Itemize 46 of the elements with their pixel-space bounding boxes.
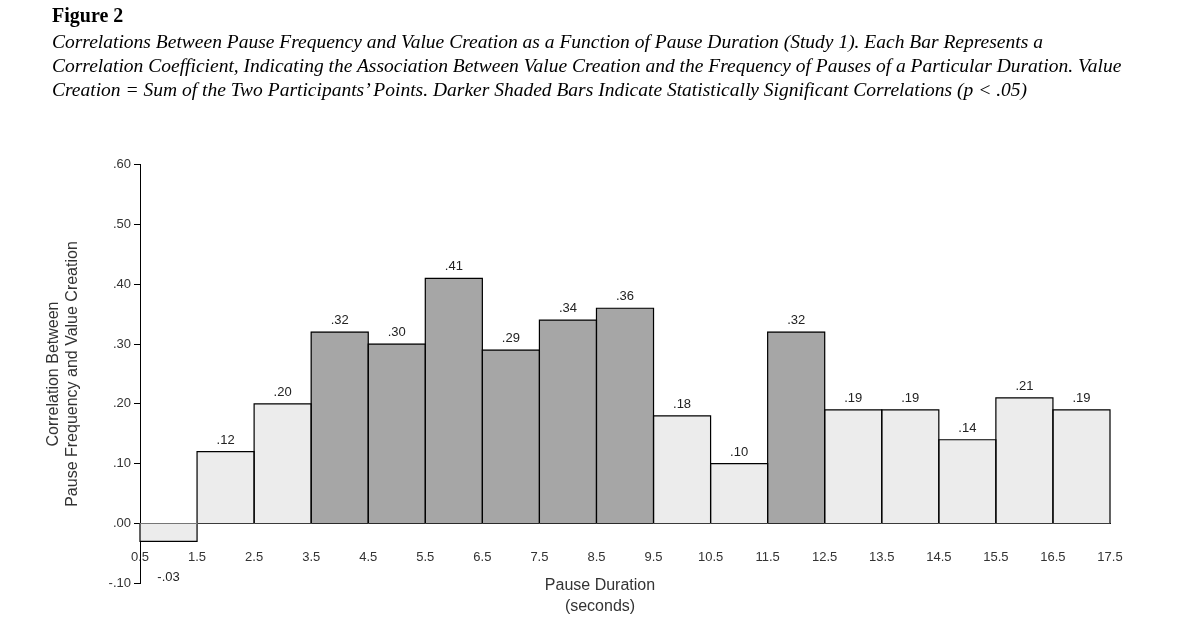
x-axis-title: Pause Duration (seconds) [544, 576, 656, 614]
data-label: .32 [330, 312, 349, 328]
data-label: .36 [615, 288, 635, 304]
data-label: .34 [558, 300, 577, 316]
y-tick-label: .20 [112, 395, 131, 411]
data-label: .12 [216, 431, 235, 447]
x-tick-label: 4.5 [359, 548, 378, 564]
x-tick-label: 12.5 [812, 548, 838, 564]
data-label: .19 [844, 389, 863, 405]
data-label: .20 [273, 383, 292, 399]
x-tick-label: 17.5 [1097, 548, 1123, 564]
x-tick-label: 9.5 [644, 548, 663, 564]
y-tick-label: .40 [112, 275, 131, 291]
x-tick-label: 16.5 [1040, 548, 1066, 564]
y-tick-label: .60 [112, 156, 131, 172]
data-label: .29 [501, 330, 520, 346]
chart-title: Figure 2 [52, 4, 124, 27]
data-label: .10 [730, 443, 749, 459]
y-tick-label: .50 [112, 216, 131, 232]
x-tick-label: 8.5 [587, 548, 606, 564]
data-label: .21 [1015, 377, 1034, 393]
data-label: -.03 [157, 569, 180, 585]
data-label: .14 [958, 419, 977, 435]
chart-subtitle: Correlations Between Pause Frequency and Value Creation as a Function of Pause Duration (Study 1). Each Bar Represents a Correlation Coefficient, Indicating the Association Between Value Creation and the Frequency of Pauses of a Particular Duration. Value Creation = Sum of the Two Participants’ Points. Darker Shaded Bars Indicate Statistically Significant Correlations (p < .05) [52, 30, 1123, 102]
y-tick-label: -.10 [108, 574, 131, 590]
data-label: .18 [673, 395, 692, 411]
x-tick-label: 3.5 [302, 548, 321, 564]
x-tick-label: 14.5 [926, 548, 952, 564]
data-label: .41 [444, 258, 463, 274]
data-label: .19 [901, 389, 920, 405]
x-tick-label: 10.5 [697, 548, 724, 564]
x-tick-label: 2.5 [245, 548, 264, 564]
data-label: .32 [787, 312, 806, 328]
x-tick-label: 13.5 [869, 548, 895, 564]
x-tick-label: 5.5 [416, 548, 435, 564]
y-tick-label: .30 [112, 335, 131, 351]
y-axis-title: Correlation Between Pause Frequency and Value Creation [44, 241, 81, 507]
y-tick-label: .00 [112, 515, 131, 531]
x-tick-label: 1.5 [188, 548, 207, 564]
x-tick-label: 6.5 [473, 548, 492, 564]
y-tick-label: .10 [112, 455, 131, 471]
x-tick-label: 15.5 [983, 548, 1009, 564]
x-tick-label: 11.5 [755, 548, 780, 564]
x-tick-label: 7.5 [530, 548, 549, 564]
data-label: .30 [387, 324, 406, 340]
data-label: .19 [1072, 389, 1091, 405]
